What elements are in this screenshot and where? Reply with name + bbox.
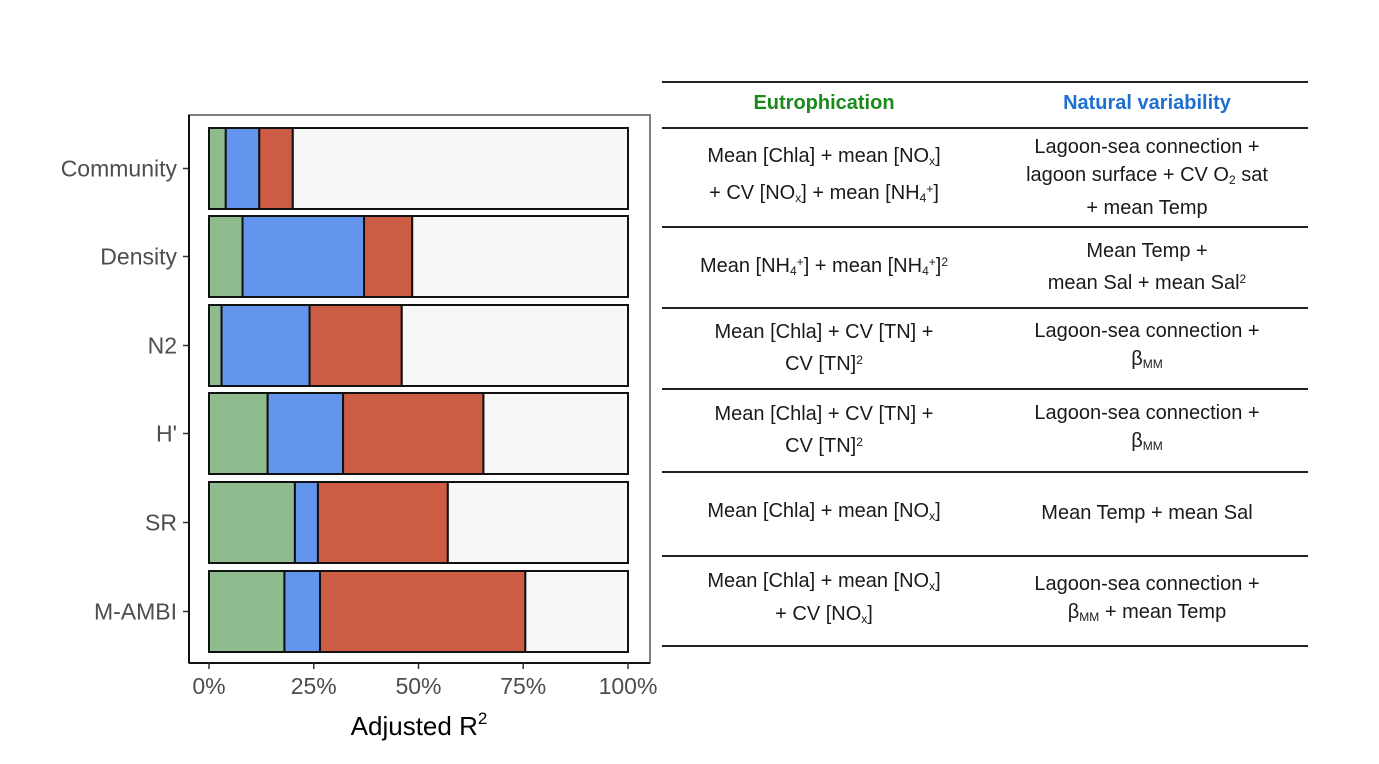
y-tick-label: M-AMBI [94,599,177,625]
x-tick-label: 25% [291,673,337,699]
bar-segment-2-1 [208,215,244,298]
bar-segment-1-3 [258,127,294,210]
cell-eutrophication-4: Mean [Chla] + CV [TN] + CV [TN]2 [714,402,934,457]
bar-segment-6-1 [208,570,286,653]
header-natural-variability: Natural variability [1063,92,1231,114]
y-tick-label: Density [100,244,177,270]
bar-segment-3-2 [220,304,311,387]
table-top-rule [662,81,1308,83]
bar-segment-5-1 [208,481,296,564]
bar-segment-3-4 [400,304,629,387]
table-row-rule [662,388,1308,390]
bar-segment-2-4 [411,215,629,298]
bar-segment-2-2 [241,215,366,298]
bar-segment-5-4 [446,481,629,564]
y-tick-label: H' [156,421,177,447]
cell-eutrophication-1: Mean [Chla] + mean [NOx] + CV [NOx] + mea… [707,145,941,205]
bar-segment-4-4 [482,392,629,475]
x-tick-label: 0% [192,673,225,699]
x-axis-title: Adjusted R2 [351,709,488,741]
bar-segment-6-2 [283,570,322,653]
cell-eutrophication-2: Mean [NH4+] + mean [NH4+]2 [699,255,949,278]
cell-natural-variability-6: Lagoon-sea connection + βMM + mean Temp [1034,572,1260,624]
table-row-rule [662,471,1308,473]
bar-segment-4-2 [266,392,345,475]
bar-segment-6-4 [524,570,629,653]
table-header-rule [662,127,1308,129]
cell-natural-variability-4: Lagoon-sea connection + βMM [1034,402,1260,453]
x-tick-label: 50% [395,673,441,699]
bar-segment-4-1 [208,392,269,475]
bar-segment-5-3 [316,481,449,564]
cell-natural-variability-1: Lagoon-sea connection + lagoon surface + … [1026,135,1268,219]
bar-segment-1-2 [224,127,261,210]
bar-segment-1-1 [208,127,227,210]
bar-segment-4-3 [342,392,485,475]
x-tick-label: 75% [500,673,546,699]
y-tick-label: N2 [148,333,177,359]
y-tick-label: Community [61,156,178,182]
stacked-bar-chart: Community Density N2 H' SR M-AMBI 0% 25% 50% 75%… [61,114,658,741]
bar-segment-3-1 [208,304,223,387]
cell-natural-variability-5: Mean Temp + mean Sal [1041,502,1253,524]
bar-segment-6-3 [319,570,527,653]
cell-eutrophication-5: Mean [Chla] + mean [NOx] [707,499,941,523]
table-row-rule [662,226,1308,228]
table-row-rule [662,307,1308,309]
bar-segment-3-3 [308,304,403,387]
y-tick-label: SR [145,510,177,536]
cell-natural-variability-3: Lagoon-sea connection + βMM [1034,320,1260,371]
x-tick-label: 100% [599,673,658,699]
cell-eutrophication-6: Mean [Chla] + mean [NOx] + CV [NOx] [707,570,941,626]
cell-natural-variability-2: Mean Temp + mean Sal + mean Sal2 [1047,239,1247,294]
table-row-rule [662,555,1308,557]
bar-segment-5-2 [293,481,319,564]
header-eutrophication: Eutrophication [753,92,895,114]
bar-segment-1-4 [291,127,629,210]
bar-segment-2-3 [363,215,414,298]
table-row-rule [662,645,1308,647]
cell-eutrophication-3: Mean [Chla] + CV [TN] + CV [TN]2 [714,320,934,375]
